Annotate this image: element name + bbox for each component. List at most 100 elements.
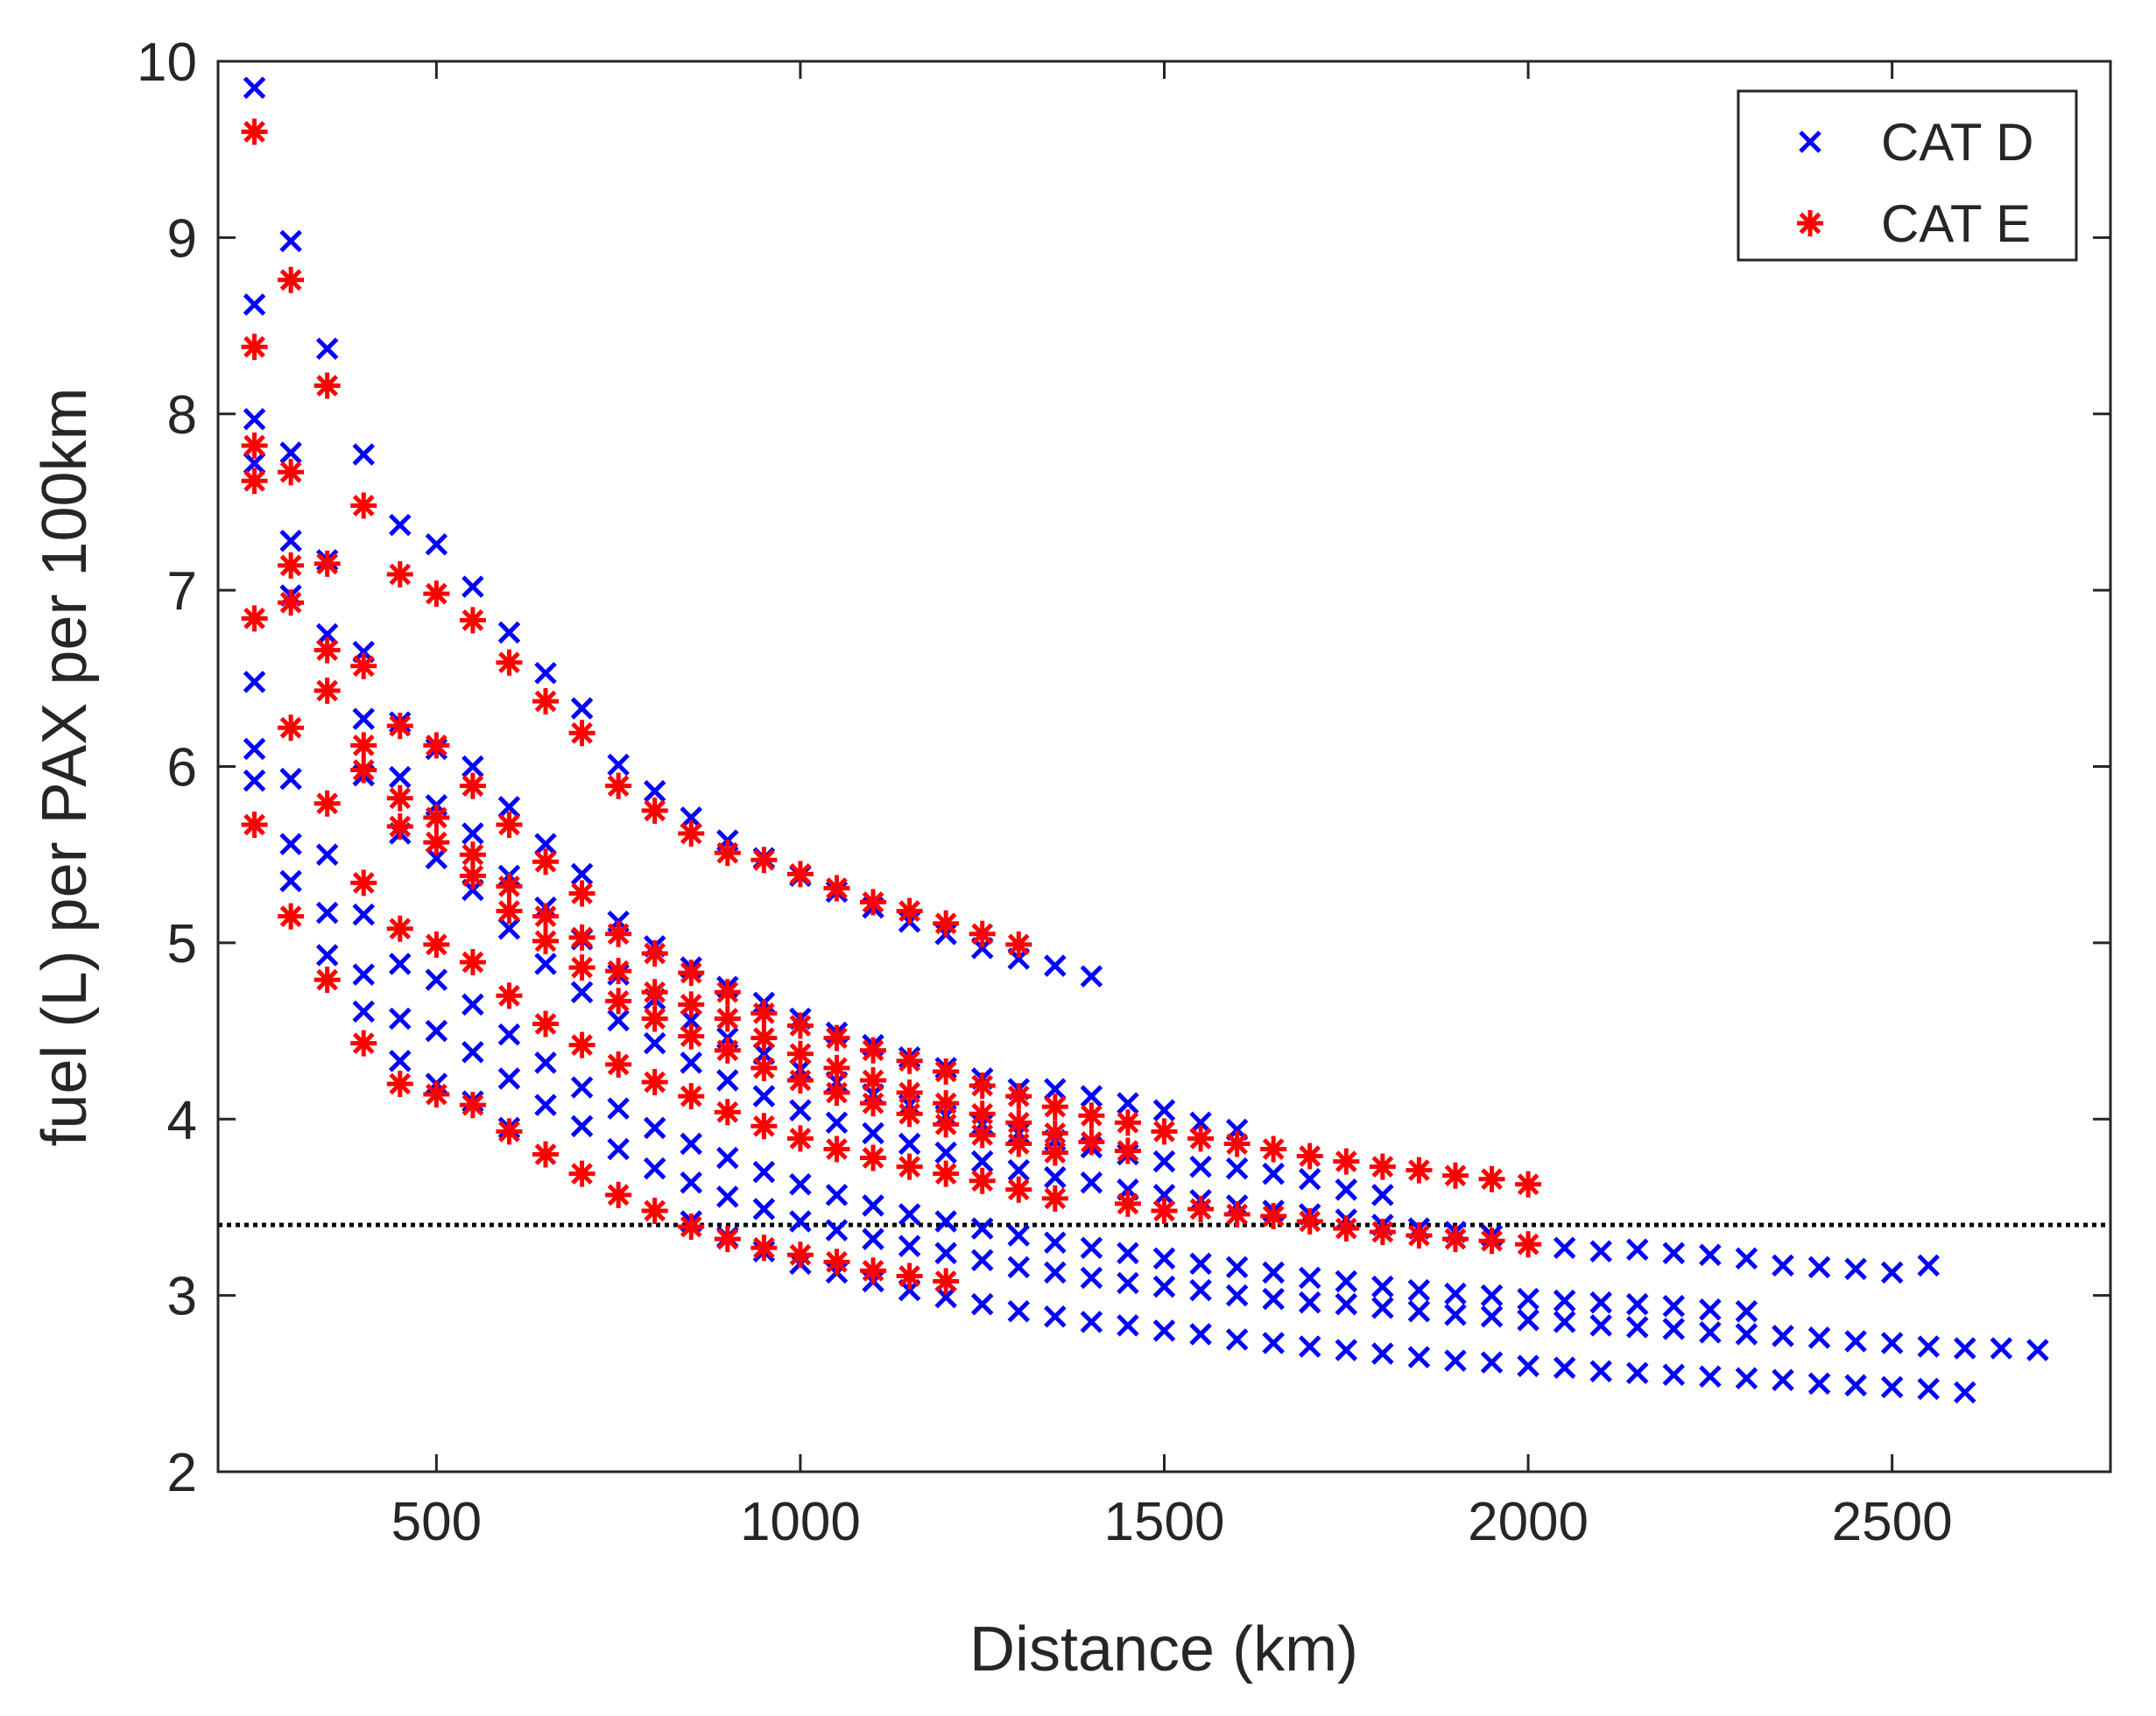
data-point <box>750 1054 778 1081</box>
data-point <box>1917 1335 1940 1358</box>
data-point <box>386 784 413 812</box>
data-point <box>898 1203 921 1226</box>
data-point <box>497 796 521 819</box>
data-point <box>1807 1255 1831 1279</box>
data-point <box>1480 1305 1504 1328</box>
data-point <box>1262 1162 1285 1185</box>
data-point <box>970 1292 994 1316</box>
data-point <box>1041 1185 1068 1212</box>
data-point <box>1044 1231 1067 1254</box>
data-point <box>1335 1178 1358 1201</box>
data-point <box>1478 1227 1505 1255</box>
data-point <box>1007 1299 1031 1323</box>
data-point <box>750 847 778 874</box>
data-point <box>860 1037 887 1064</box>
data-point <box>497 621 521 644</box>
data-point <box>315 944 339 967</box>
data-point <box>496 873 523 900</box>
data-point <box>532 1141 560 1168</box>
data-point <box>1152 1247 1176 1270</box>
data-point <box>350 1030 377 1057</box>
data-point <box>1553 1311 1576 1333</box>
data-point <box>570 697 594 720</box>
data-point <box>750 1234 778 1262</box>
legend-marker-symbol <box>1799 130 1821 153</box>
data-point <box>896 1047 923 1074</box>
data-point <box>278 589 305 616</box>
data-point <box>1515 1231 1542 1258</box>
data-point <box>315 337 339 361</box>
data-point <box>680 1051 703 1074</box>
legend-marker-cat-d <box>1799 130 1821 153</box>
x-tick-label: 2500 <box>1832 1492 1953 1552</box>
data-point <box>532 1010 560 1037</box>
data-point <box>389 1007 412 1030</box>
data-point <box>1699 1365 1722 1389</box>
data-point <box>825 1111 849 1135</box>
data-point <box>1478 1165 1505 1192</box>
data-point <box>568 1031 595 1058</box>
data-point <box>1333 1215 1360 1242</box>
data-point <box>1369 1153 1396 1180</box>
data-point <box>969 1122 996 1149</box>
data-point <box>860 1066 887 1094</box>
data-point <box>1080 1236 1103 1260</box>
data-point <box>896 1101 923 1128</box>
data-point <box>423 1081 450 1108</box>
data-point <box>680 1171 703 1194</box>
data-point <box>1699 1321 1722 1344</box>
data-point <box>389 953 412 975</box>
data-point <box>1044 1165 1067 1189</box>
data-point <box>534 662 557 685</box>
y-tick-label: 7 <box>167 561 197 622</box>
data-point <box>786 1241 814 1269</box>
data-point <box>1044 954 1067 977</box>
data-point <box>1517 1354 1539 1377</box>
legend-marker-symbol <box>1797 210 1823 236</box>
data-point <box>1114 1190 1141 1217</box>
data-point <box>641 979 668 1006</box>
data-point <box>423 580 450 608</box>
data-point <box>1880 1261 1904 1284</box>
data-point <box>497 1023 521 1046</box>
data-point <box>241 118 268 145</box>
data-point <box>1371 1275 1394 1298</box>
data-point <box>789 1172 812 1196</box>
data-point <box>1735 1323 1758 1346</box>
data-point <box>786 1012 814 1039</box>
data-point <box>243 452 266 475</box>
data-point <box>1152 1150 1176 1173</box>
data-point <box>605 772 632 799</box>
data-point <box>1007 1158 1031 1182</box>
data-point <box>459 841 486 869</box>
data-point <box>1699 1298 1722 1321</box>
data-point <box>278 266 305 293</box>
data-point <box>1807 1372 1831 1396</box>
data-point <box>1589 1314 1612 1337</box>
data-point <box>496 897 523 925</box>
data-point <box>1189 1323 1212 1346</box>
data-point <box>350 732 377 759</box>
data-point <box>461 755 484 778</box>
data-point <box>969 920 996 947</box>
data-point <box>315 901 339 925</box>
data-point <box>350 652 377 679</box>
data-point <box>933 1160 960 1187</box>
y-axis-title: fuel (L) per PAX per 100km <box>30 387 100 1146</box>
data-point <box>1807 1326 1831 1349</box>
data-point <box>497 918 521 940</box>
legend-box <box>1737 89 2078 262</box>
data-point <box>314 636 341 664</box>
data-point <box>1444 1282 1467 1305</box>
data-point <box>1333 1148 1360 1175</box>
data-point <box>641 1005 668 1032</box>
data-point <box>714 1005 741 1032</box>
data-point <box>1371 1184 1394 1206</box>
data-point <box>896 897 923 925</box>
data-point <box>607 1097 630 1120</box>
data-point <box>278 903 305 930</box>
y-tick-label: 8 <box>167 385 197 446</box>
x-tick-label: 500 <box>391 1492 482 1552</box>
data-point <box>1260 1136 1287 1163</box>
data-point <box>1772 1368 1794 1392</box>
